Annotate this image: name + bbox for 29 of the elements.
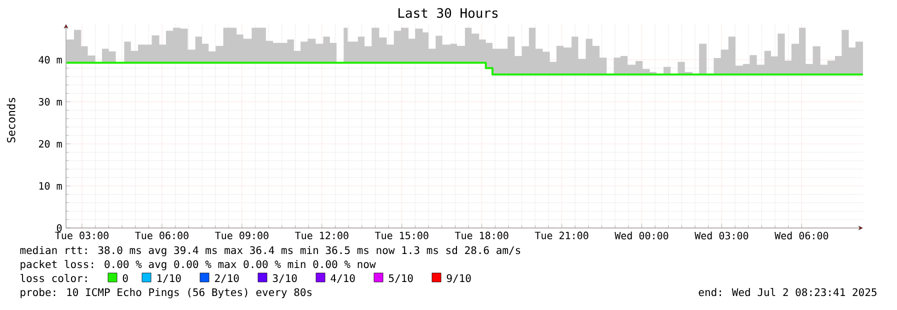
legend-label: 4/10 (330, 274, 355, 283)
legend-label: 5/10 (388, 274, 413, 283)
x-tick-label: Tue 09:00 (215, 232, 268, 240)
x-tick-label: Wed 00:00 (614, 232, 668, 240)
x-tick-label: Tue 15:00 (375, 232, 428, 240)
legend-label: 3/10 (272, 274, 297, 283)
text: probe: 10 ICMP Echo Pings (56 Bytes) every 80s (20, 288, 312, 298)
legend-title: loss color: (20, 274, 87, 282)
chart-title: Last 30 Hours (398, 8, 498, 18)
y-tick-label: 40 m (38, 56, 62, 64)
x-tick-label: Tue 03:00 (55, 232, 108, 240)
y-axis-title: Seconds (6, 98, 16, 142)
text: median rtt: 38.0 ms avg 39.4 ms max 36.4 ms min 36.5 ms now 1.3 ms sd 28.6 am/s (20, 246, 520, 256)
legend-label: 2/10 (214, 274, 239, 283)
text: packet loss: 0.00 % avg 0.00 % max 0.00 % min 0.00 % now (20, 260, 376, 270)
y-tick-label: 20 m (38, 140, 62, 148)
text: end: Wed Jul 2 08:23:41 2025 (698, 288, 876, 296)
legend-label: 9/10 (446, 274, 471, 283)
x-tick-label: Wed 06:00 (774, 232, 828, 240)
x-tick-label: Tue 06:00 (135, 232, 188, 240)
y-tick-label: 10 m (39, 182, 62, 190)
y-tick-label: 0 (56, 224, 62, 232)
legend-label: 0 (122, 274, 128, 282)
legend-label: 1/10 (157, 274, 181, 283)
x-tick-label: Tue 18:00 (454, 232, 508, 240)
x-tick-label: Tue 21:00 (534, 232, 588, 240)
x-tick-label: Tue 12:00 (295, 232, 348, 240)
x-tick-label: Wed 03:00 (694, 232, 748, 240)
y-tick-label: 30 m (38, 98, 62, 106)
